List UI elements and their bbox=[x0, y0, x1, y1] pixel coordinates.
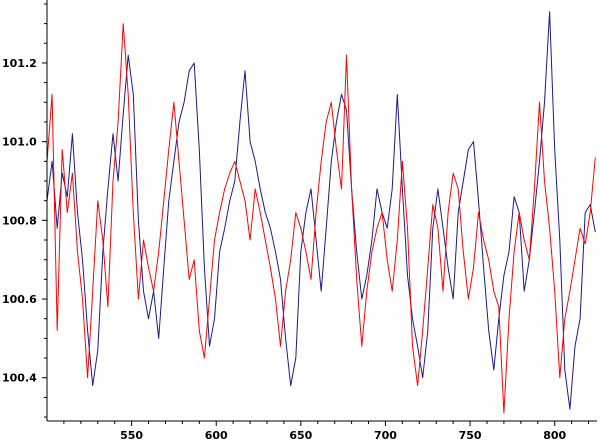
x-tick-label: 650 bbox=[289, 429, 312, 442]
x-ticks: 550 600 650 700 750 800 bbox=[63, 421, 590, 442]
y-tick-label: 101.2 bbox=[2, 57, 37, 70]
chart-axes bbox=[46, 0, 597, 422]
y-tick-label: 101.0 bbox=[2, 136, 37, 149]
y-tick-label: 100.4 bbox=[2, 372, 37, 385]
x-tick-label: 600 bbox=[205, 429, 228, 442]
series-line-1 bbox=[46, 11, 596, 410]
y-tick-label: 100.8 bbox=[2, 214, 37, 227]
series-line-2 bbox=[46, 23, 596, 414]
y-ticks: 100.4 100.6 100.8 101.0 101.2 bbox=[2, 3, 47, 418]
y-tick-label: 100.6 bbox=[2, 293, 37, 306]
x-tick-label: 800 bbox=[543, 429, 566, 442]
plot-series bbox=[46, 11, 596, 414]
x-tick-label: 550 bbox=[120, 429, 143, 442]
x-tick-label: 700 bbox=[374, 429, 397, 442]
x-tick-label: 750 bbox=[459, 429, 482, 442]
